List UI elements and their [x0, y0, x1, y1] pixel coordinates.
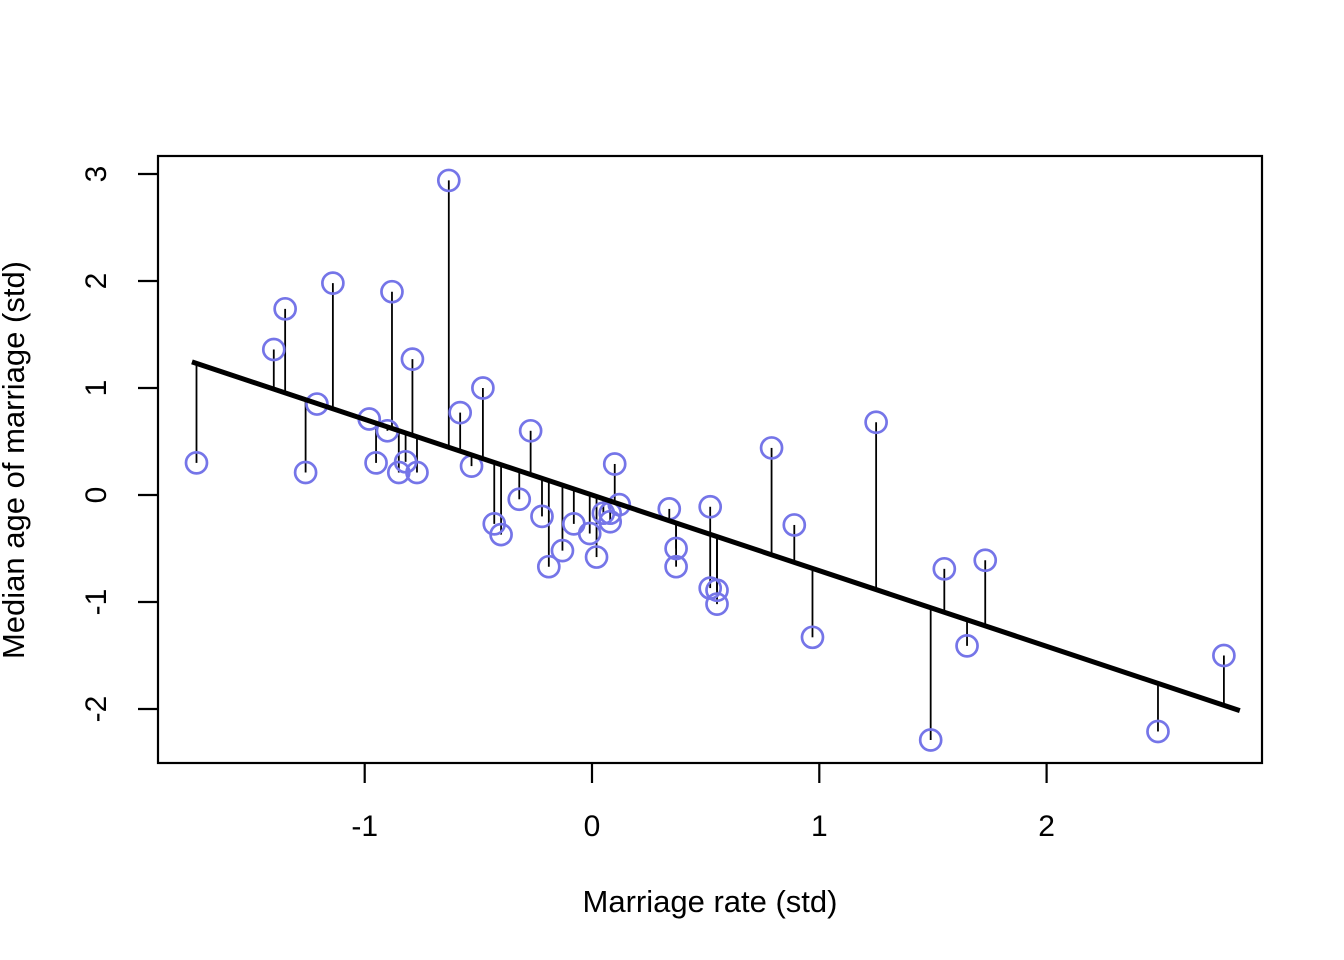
- data-point: [321, 271, 345, 295]
- data-point: [607, 492, 632, 517]
- y-tick-label: -2: [80, 696, 113, 723]
- data-point: [955, 634, 979, 658]
- y-tick-label: 1: [80, 380, 113, 397]
- data-point: [364, 451, 388, 475]
- data-point: [782, 513, 807, 537]
- data-point: [1146, 719, 1170, 744]
- data-point: [973, 548, 998, 573]
- data-point: [436, 168, 461, 193]
- x-axis-label: Marriage rate (std): [582, 884, 838, 919]
- data-point: [664, 554, 688, 579]
- data-point: [530, 504, 554, 529]
- data-point: [507, 487, 532, 512]
- data-point: [577, 521, 602, 546]
- data-point: [273, 296, 297, 321]
- data-point: [400, 347, 425, 371]
- x-tick-label: 2: [1038, 810, 1055, 843]
- y-axis-label-text: Median age of marriage (std): [0, 260, 31, 660]
- data-point: [489, 522, 513, 547]
- x-tick-label: 0: [584, 810, 601, 843]
- x-tick-label: -1: [351, 810, 378, 843]
- data-point: [305, 392, 329, 416]
- data-point: [471, 376, 495, 400]
- x-tick-label: 1: [811, 810, 828, 843]
- data-point: [261, 337, 286, 362]
- data-point: [698, 494, 723, 519]
- data-point: [184, 451, 209, 475]
- data-point: [380, 279, 404, 304]
- data-point: [918, 728, 943, 752]
- data-point: [800, 625, 825, 650]
- data-point: [536, 554, 561, 579]
- data-point: [518, 418, 543, 443]
- data-point: [664, 536, 688, 561]
- data-point: [550, 538, 575, 563]
- plot-frame: [156, 154, 1264, 765]
- y-tick-label: 2: [80, 273, 113, 290]
- y-tick-label: 0: [80, 487, 113, 504]
- data-point: [1212, 643, 1236, 668]
- data-point: [405, 460, 429, 485]
- data-point: [293, 460, 318, 485]
- regression-line: [191, 359, 1241, 713]
- data-point: [705, 592, 729, 616]
- data-point: [448, 400, 473, 425]
- y-tick-label: -1: [80, 589, 113, 616]
- data-point: [759, 436, 784, 460]
- data-point: [705, 578, 729, 603]
- data-point: [864, 410, 888, 435]
- data-point: [932, 556, 957, 581]
- data-point: [602, 452, 627, 476]
- data-point: [584, 545, 609, 569]
- y-tick-label: 3: [80, 166, 113, 183]
